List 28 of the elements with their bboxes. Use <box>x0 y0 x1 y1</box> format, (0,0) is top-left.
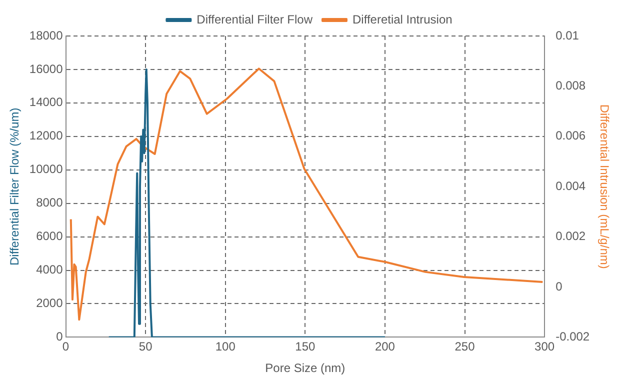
y-tick-label: 2000 <box>36 296 64 310</box>
x-tick-label: 200 <box>374 340 396 354</box>
y2-axis-title: Differential Intrusion (mL/g/nm) <box>597 104 612 269</box>
y2-tick-label: 0.004 <box>556 178 586 193</box>
y-tick-label: 16000 <box>29 62 64 76</box>
y2-tick-label: 0.002 <box>556 229 586 244</box>
y-tick-label: 18000 <box>29 28 64 42</box>
y2-tick-label: 0.008 <box>556 78 586 93</box>
x-axis-title: Pore Size (nm) <box>265 361 346 376</box>
y-tick-label: 4000 <box>36 262 64 277</box>
y-tick-label: 10000 <box>29 162 64 176</box>
y2-tick-label: 0.006 <box>556 128 586 143</box>
x-tick-label: 300 <box>534 340 555 354</box>
legend-label: Differential Filter Flow <box>196 12 313 26</box>
y-tick-label: 0 <box>56 330 64 344</box>
y2-tick-label: 0 <box>556 279 563 294</box>
y-tick-label: 14000 <box>29 95 64 110</box>
x-tick-label: 250 <box>454 340 476 354</box>
y-tick-label: 6000 <box>36 229 64 244</box>
x-tick-label: 100 <box>215 340 236 354</box>
y2-tick-label: -0.002 <box>556 330 590 344</box>
y-tick-label: 12000 <box>29 128 64 143</box>
x-tick-label: 50 <box>138 340 153 354</box>
y2-tick-label: 0.01 <box>556 28 580 42</box>
y-axis-title: Differential Filter Flow (%/um) <box>8 108 22 266</box>
x-tick-label: 150 <box>295 340 316 354</box>
y-tick-label: 8000 <box>36 196 64 210</box>
legend-label: Differetial Intrusion <box>352 12 452 26</box>
